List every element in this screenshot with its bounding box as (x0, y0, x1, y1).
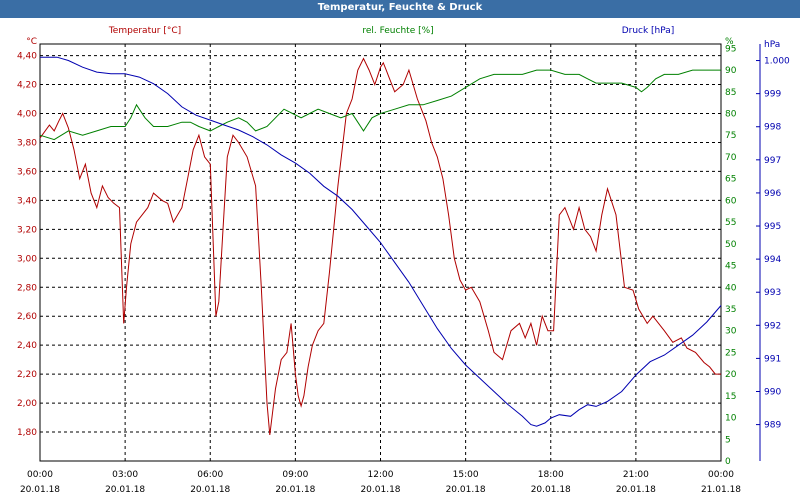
x-tick-time: 00:00 (708, 470, 734, 480)
x-tick-date: 20.01.18 (275, 485, 315, 495)
temp-axis-tick: 4,00 (17, 110, 37, 120)
x-tick-date: 20.01.18 (531, 485, 571, 495)
pressure-axis-tick: 989 (764, 421, 781, 431)
x-tick-date: 20.01.18 (105, 485, 145, 495)
temp-axis-unit: °C (26, 37, 37, 47)
x-tick-time: 09:00 (282, 470, 308, 480)
pressure-axis-tick: 994 (764, 255, 781, 265)
humidity-axis-tick: 80 (725, 110, 737, 120)
temp-axis-tick: 2,20 (17, 370, 37, 380)
temp-axis-tick: 3,40 (17, 196, 37, 206)
humidity-axis-tick: 40 (725, 283, 737, 293)
pressure-axis-unit: hPa (764, 40, 780, 50)
humidity-axis-tick: 75 (725, 131, 736, 141)
humidity-axis-tick: 35 (725, 305, 736, 315)
temp-axis-tick: 2,80 (17, 283, 37, 293)
humidity-axis-unit: % (725, 37, 734, 47)
x-tick-date: 20.01.18 (20, 485, 60, 495)
temp-axis-tick: 4,40 (17, 52, 37, 62)
legend-label: rel. Feuchte [%] (362, 26, 433, 36)
x-tick-time: 12:00 (368, 470, 394, 480)
legend-label: Druck [hPa] (622, 26, 675, 36)
chart-title-bar: Temperatur, Feuchte & Druck (0, 0, 800, 18)
temp-axis-tick: 3,80 (17, 138, 37, 148)
x-tick-time: 00:00 (27, 470, 53, 480)
humidity-axis-tick: 70 (725, 153, 737, 163)
pressure-axis-tick: 999 (764, 90, 781, 100)
pressure-axis-tick: 997 (764, 156, 781, 166)
humidity-axis-tick: 95 (725, 44, 736, 54)
chart-title: Temperatur, Feuchte & Druck (317, 2, 483, 13)
humidity-axis-tick: 85 (725, 88, 736, 98)
pressure-axis-tick: 990 (764, 388, 781, 398)
pressure-axis-tick: 1.000 (764, 57, 790, 67)
humidity-axis-tick: 45 (725, 262, 736, 272)
humidity-axis-tick: 65 (725, 175, 736, 185)
humidity-axis-tick: 10 (725, 414, 737, 424)
x-tick-time: 03:00 (112, 470, 138, 480)
temp-axis-tick: 4,20 (17, 81, 37, 91)
humidity-axis-tick: 0 (725, 457, 731, 467)
x-tick-date: 20.01.18 (360, 485, 400, 495)
temp-axis-tick: 2,60 (17, 312, 37, 322)
series-line-hum (39, 69, 721, 141)
humidity-axis-tick: 30 (725, 327, 737, 337)
humidity-axis-tick: 55 (725, 218, 736, 228)
humidity-axis-tick: 20 (725, 370, 737, 380)
humidity-axis-tick: 15 (725, 392, 736, 402)
series-line-press (40, 56, 722, 427)
x-tick-date: 21.01.18 (701, 485, 741, 495)
legend-label: Temperatur [°C] (108, 26, 181, 36)
x-tick-time: 18:00 (538, 470, 564, 480)
temp-axis-tick: 2,00 (17, 399, 37, 409)
x-tick-date: 20.01.18 (446, 485, 486, 495)
x-tick-date: 20.01.18 (616, 485, 656, 495)
x-tick-time: 15:00 (453, 470, 479, 480)
pressure-axis-tick: 995 (764, 222, 781, 232)
x-tick-time: 21:00 (623, 470, 649, 480)
x-tick-date: 20.01.18 (190, 485, 230, 495)
temp-axis-tick: 3,60 (17, 167, 37, 177)
pressure-axis-tick: 991 (764, 354, 781, 364)
pressure-axis-tick: 996 (764, 189, 781, 199)
humidity-axis-tick: 50 (725, 240, 737, 250)
temp-axis-tick: 3,00 (17, 254, 37, 264)
pressure-axis-tick: 992 (764, 321, 781, 331)
pressure-axis-tick: 993 (764, 288, 781, 298)
temp-axis-tick: 3,20 (17, 225, 37, 235)
humidity-axis-tick: 25 (725, 348, 736, 358)
temp-axis-tick: 1,80 (17, 428, 37, 438)
x-tick-time: 06:00 (197, 470, 223, 480)
humidity-axis-tick: 90 (725, 66, 737, 76)
humidity-axis-tick: 5 (725, 435, 731, 445)
series-line-temp (39, 57, 721, 435)
temp-axis-tick: 2,40 (17, 341, 37, 351)
humidity-axis-tick: 60 (725, 196, 737, 206)
pressure-axis-tick: 998 (764, 123, 781, 133)
